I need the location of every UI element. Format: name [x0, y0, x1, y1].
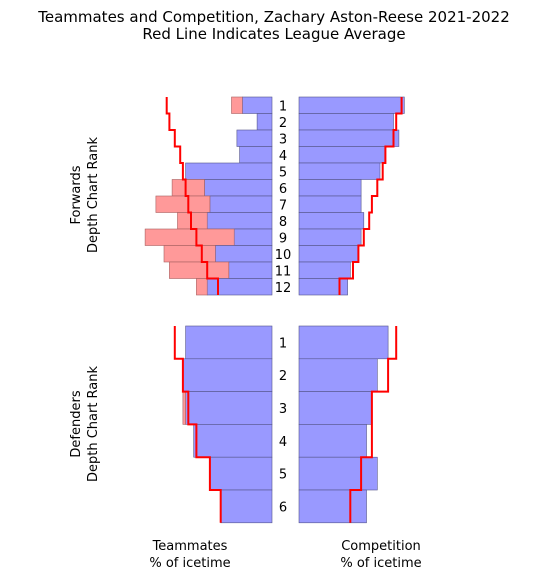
defenders-teammates-average-line [173, 326, 222, 523]
forwards-rank-label: 8 [279, 215, 287, 230]
forwards-teammates-excess-bar [171, 179, 205, 197]
forwards-teammates-bar [215, 245, 273, 263]
forwards-rank-label: 1 [279, 99, 287, 114]
forwards-competition-bar [298, 96, 405, 114]
teammates-xlabel-line2: % of icetime [149, 556, 230, 571]
competition-xlabel-line2: % of icetime [340, 556, 421, 571]
forwards-competition-bar [298, 146, 386, 164]
competition-xlabel-line1: Competition [341, 539, 421, 554]
defenders-ylabel-line1: Defenders [69, 390, 84, 457]
forwards-competition-average-line [338, 97, 403, 295]
defenders-teammates-bar [220, 489, 273, 524]
defenders-teammates-bar [193, 424, 273, 458]
forwards-competition-bar [298, 162, 381, 180]
teammates-xlabel-line1: Teammates [152, 539, 228, 554]
defenders-teammates-excess-bar [182, 391, 186, 425]
forwards-teammates-excess-bar [231, 96, 243, 114]
defenders-competition-bar [298, 358, 378, 392]
forwards-competition-bar [298, 129, 400, 147]
forwards-teammates-excess-bar [169, 261, 230, 279]
defenders-competition-bar [298, 424, 367, 458]
defenders-teammates-bar [182, 358, 273, 392]
forwards-competition-bar [298, 179, 362, 197]
forwards-competition-bar [298, 278, 348, 296]
defenders-rank-label: 4 [279, 435, 287, 450]
forwards-teammates-excess-bar [144, 228, 235, 246]
defenders-competition-average-line [349, 326, 398, 523]
forwards-rank-label: 11 [275, 264, 292, 279]
defenders-rank-label: 1 [279, 336, 287, 351]
forwards-ylabel-line2: Depth Chart Rank [86, 137, 101, 254]
forwards-rank-label: 9 [279, 231, 287, 246]
forwards-teammates-bar [204, 179, 273, 197]
forwards-teammates-bar [209, 195, 273, 213]
defenders-rank-label: 5 [279, 468, 287, 483]
forwards-rank-label: 12 [275, 281, 292, 296]
forwards-teammates-bar [228, 261, 273, 279]
forwards-teammates-bar [185, 162, 273, 180]
forwards-teammates-excess-bar [196, 278, 208, 296]
forwards-teammates-average-line [165, 97, 219, 295]
defenders-rank-label: 6 [279, 500, 287, 515]
forwards-teammates-excess-bar [163, 245, 216, 263]
defenders-teammates-bar [209, 456, 273, 491]
chart-title: Teammates and Competition, Zachary Aston… [37, 8, 510, 26]
forwards-rank-label: 10 [275, 248, 292, 263]
forwards-competition-bar [298, 261, 351, 279]
defenders-competition-bar [298, 489, 367, 524]
forwards-teammates-bar [206, 278, 273, 296]
chart-subtitle: Red Line Indicates League Average [142, 25, 405, 43]
forwards-rank-label: 3 [279, 132, 287, 147]
defenders-rank-label: 3 [279, 402, 287, 417]
forwards-competition-bar [298, 212, 365, 230]
forwards-teammates-bar [236, 129, 273, 147]
forwards-teammates-bar [206, 212, 273, 230]
forwards-competition-bar [298, 228, 362, 246]
forwards-ylabel-line1: Forwards [69, 165, 84, 224]
forwards-competition-bar [298, 113, 394, 131]
forwards-teammates-excess-bar [177, 212, 208, 230]
defenders-teammates-bar [185, 325, 273, 360]
forwards-rank-label: 6 [279, 182, 287, 197]
forwards-rank-label: 7 [279, 198, 287, 213]
forwards-competition-bar [298, 195, 362, 213]
defenders-competition-bar [298, 325, 389, 360]
forwards-rank-label: 4 [279, 149, 287, 164]
defenders-ylabel-line2: Depth Chart Rank [86, 366, 101, 483]
defenders-competition-bar [298, 391, 373, 425]
forwards-rank-label: 5 [279, 165, 287, 180]
forwards-teammates-bar [242, 96, 273, 114]
defenders-competition-bar [298, 456, 378, 491]
defenders-rank-label: 2 [279, 369, 287, 384]
defenders-teammates-bar [185, 391, 273, 425]
forwards-competition-bar [298, 245, 359, 263]
forwards-teammates-excess-bar [155, 195, 211, 213]
forwards-rank-label: 2 [279, 116, 287, 131]
forwards-teammates-bar [239, 146, 273, 164]
forwards-teammates-bar [233, 228, 273, 246]
forwards-teammates-bar [256, 113, 273, 131]
